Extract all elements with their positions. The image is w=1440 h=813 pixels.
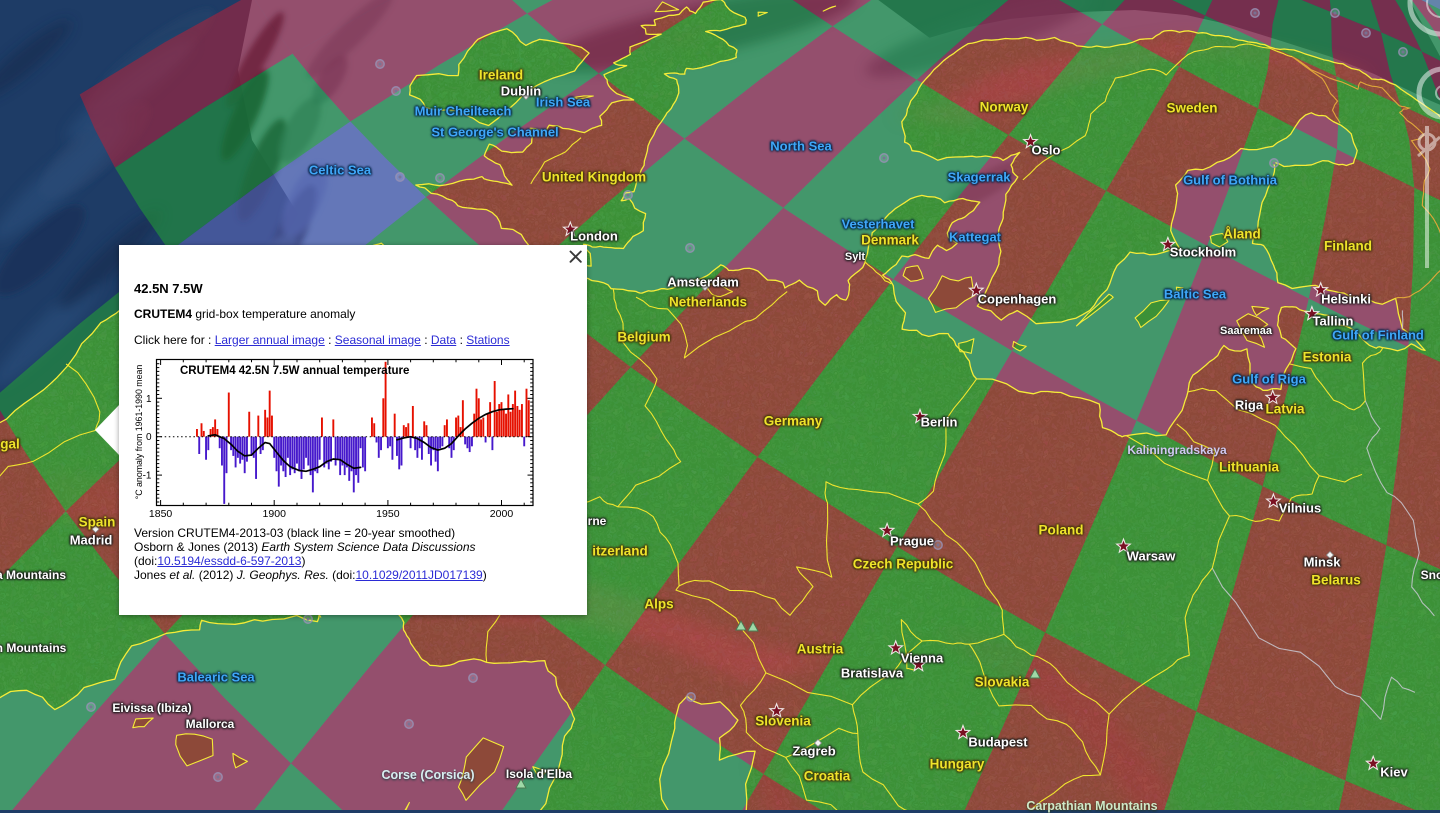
svg-text:CRUTEM4 42.5N 7.5W annual temp: CRUTEM4 42.5N 7.5W annual temperature [180,365,409,377]
svg-text:-1: -1 [143,471,152,482]
svg-text:1850: 1850 [149,508,173,520]
svg-text:0: 0 [146,432,152,443]
svg-text:1: 1 [146,394,152,405]
svg-text:2000: 2000 [490,508,514,520]
svg-text:°C anomaly from 1961-1990 mean: °C anomaly from 1961-1990 mean [134,365,144,500]
svg-text:1950: 1950 [376,508,400,520]
svg-text:1900: 1900 [263,508,287,520]
